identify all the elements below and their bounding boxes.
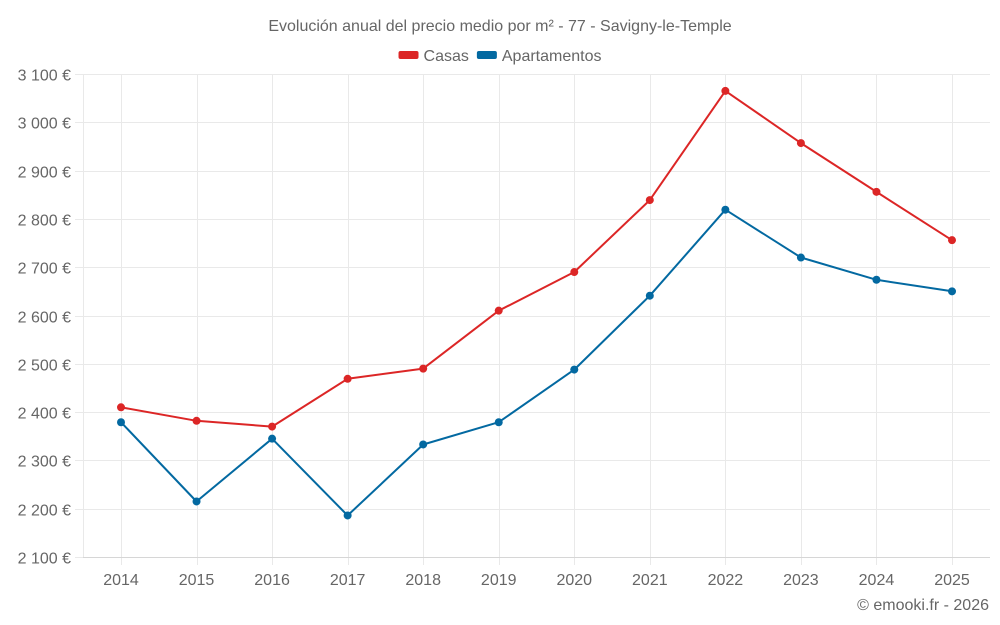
data-point[interactable]: [192, 497, 201, 506]
data-point[interactable]: [494, 306, 503, 315]
legend-swatch: [398, 51, 419, 59]
series-layer: [117, 86, 956, 520]
data-point[interactable]: [570, 268, 579, 277]
data-point[interactable]: [117, 418, 125, 427]
data-point[interactable]: [117, 403, 125, 412]
y-tick-label: 3 000 €: [18, 116, 71, 133]
data-point[interactable]: [343, 374, 352, 383]
data-point[interactable]: [268, 422, 277, 431]
data-point[interactable]: [192, 416, 201, 425]
x-tick-label: 2022: [708, 572, 744, 589]
x-tick-label: 2019: [481, 572, 517, 589]
data-point[interactable]: [721, 86, 730, 95]
chart-title: Evolución anual del precio medio por m² …: [268, 18, 731, 35]
y-tick-label: 2 300 €: [18, 454, 71, 471]
data-point[interactable]: [268, 434, 277, 443]
series-casas: [117, 86, 956, 431]
x-tick-label: 2017: [330, 572, 366, 589]
series-apartamentos: [117, 205, 956, 520]
data-point[interactable]: [796, 139, 805, 148]
x-tick-label: 2014: [103, 572, 139, 589]
legend-label: Apartamentos: [502, 48, 602, 65]
data-point[interactable]: [948, 287, 956, 296]
x-tick-label: 2020: [556, 572, 592, 589]
legend-swatch: [476, 51, 497, 59]
data-point[interactable]: [948, 236, 956, 245]
data-point[interactable]: [494, 418, 503, 427]
legend-item-casas[interactable]: Casas: [398, 48, 469, 65]
data-point[interactable]: [796, 253, 805, 262]
y-tick-label: 3 100 €: [18, 68, 71, 85]
data-point[interactable]: [419, 440, 428, 449]
y-tick-label: 2 500 €: [18, 358, 71, 375]
data-point[interactable]: [645, 291, 654, 300]
y-tick-label: 2 100 €: [18, 551, 71, 568]
data-point[interactable]: [872, 187, 881, 196]
series-line: [120, 89, 953, 428]
y-tick-label: 2 600 €: [18, 310, 71, 327]
x-tick-label: 2024: [859, 572, 895, 589]
grid: [75, 74, 990, 565]
x-tick-label: 2021: [632, 572, 668, 589]
legend: Casas Apartamentos: [398, 48, 602, 65]
x-tick-label: 2018: [405, 572, 441, 589]
axes: 2 100 € 2 200 € 2 300 € 2 400 € 2 500 € 2 600…: [18, 68, 990, 589]
y-tick-label: 2 900 €: [18, 165, 71, 182]
legend-item-apartamentos[interactable]: Apartamentos: [476, 48, 602, 65]
data-point[interactable]: [872, 275, 881, 284]
x-tick-label: 2016: [254, 572, 290, 589]
data-point[interactable]: [343, 511, 352, 520]
x-tick-label: 2023: [783, 572, 819, 589]
x-tick-label: 2025: [934, 572, 970, 589]
series-line: [120, 208, 953, 517]
data-point[interactable]: [419, 364, 428, 373]
y-tick-label: 2 200 €: [18, 503, 71, 520]
credit-text: © emooki.fr - 2026: [857, 597, 989, 614]
x-tick-label: 2015: [179, 572, 215, 589]
y-tick-label: 2 400 €: [18, 406, 71, 423]
data-point[interactable]: [721, 205, 730, 214]
data-point[interactable]: [570, 365, 579, 374]
y-tick-label: 2 800 €: [18, 213, 71, 230]
y-tick-label: 2 700 €: [18, 261, 71, 278]
legend-label: Casas: [424, 48, 469, 65]
data-point[interactable]: [645, 196, 654, 205]
